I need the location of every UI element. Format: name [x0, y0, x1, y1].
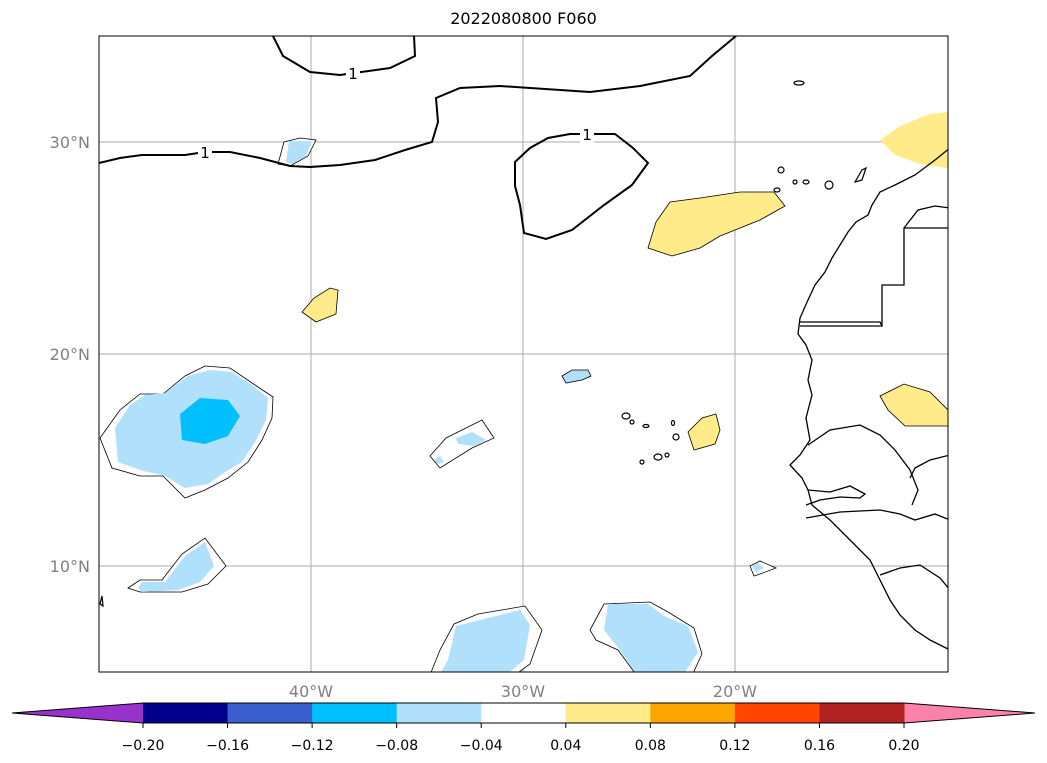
lat-label-20n: 20°N: [50, 345, 90, 364]
lon-label-40w: 40°W: [289, 682, 333, 701]
colorbar-segment: [396, 703, 482, 723]
colorbar-extend-max: [904, 703, 1035, 723]
coastlines: [789, 148, 948, 650]
colorbar-tick-label: 0.20: [888, 738, 919, 754]
colorbar-segment: [734, 703, 820, 723]
colorbar-tick-label: −0.12: [291, 738, 334, 754]
colorbar-tick-label: 0.12: [719, 738, 750, 754]
colorbar-extend-min: [12, 703, 143, 723]
colorbar-tick-label: 0.04: [550, 738, 581, 754]
colorbar-tick-label: 0.16: [804, 738, 835, 754]
negative-anomaly-regions: [99, 137, 778, 672]
colorbar: −0.20 −0.16 −0.12 −0.08 −0.04 0.04 0.08 0.12 0.1…: [11, 702, 1036, 754]
colorbar-segment: [650, 703, 736, 723]
map-plot-area: 1 1 1: [99, 36, 948, 672]
positive-anomaly-regions: [301, 112, 948, 451]
colorbar-tick-label: −0.16: [206, 738, 249, 754]
colorbar-tick-label: −0.04: [460, 738, 503, 754]
colorbar-tick-label: −0.08: [375, 738, 418, 754]
lat-label-30n: 30°N: [50, 133, 90, 152]
colorbar-segment: [481, 703, 567, 723]
colorbar-segment: [312, 703, 398, 723]
contour-label-3: 1: [582, 126, 592, 144]
lon-label-30w: 30°W: [501, 682, 545, 701]
colorbar-tick-label: −0.20: [122, 738, 165, 754]
colorbar-segment: [227, 703, 313, 723]
colorbar-segment: [819, 703, 905, 723]
islands: [99, 80, 868, 608]
contour-label-1: 1: [348, 65, 358, 83]
colorbar-segment: [143, 703, 229, 723]
contour-lines: [99, 36, 737, 241]
contour-label-2: 1: [200, 144, 210, 162]
colorbar-segment: [565, 703, 651, 723]
map-title: 2022080800 F060: [450, 9, 597, 28]
contour-labels: 1 1 1: [198, 64, 594, 162]
gridlines: [99, 36, 948, 672]
colorbar-tick-label: 0.08: [635, 738, 666, 754]
map-frame: [98, 35, 949, 673]
lat-label-10n: 10°N: [50, 557, 90, 576]
lon-label-20w: 20°W: [713, 682, 757, 701]
